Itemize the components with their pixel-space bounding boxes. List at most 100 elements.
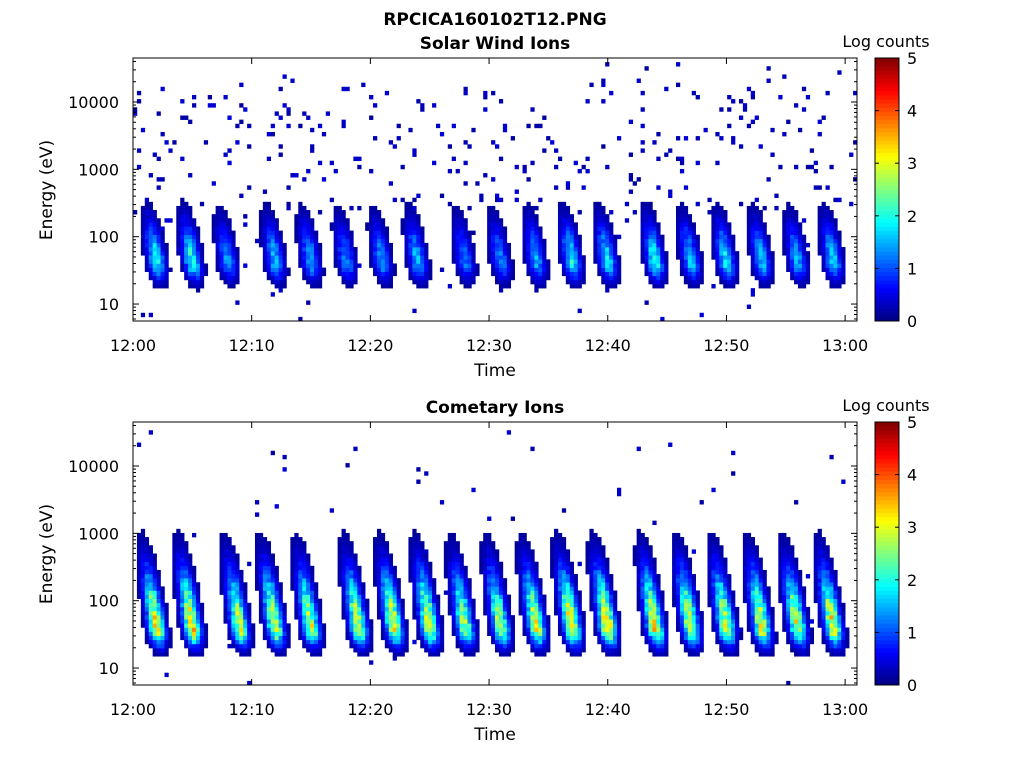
heatmap-cell <box>353 619 358 624</box>
heatmap-cell <box>148 247 153 252</box>
heatmap-cell <box>408 242 413 248</box>
heatmap-cell <box>758 226 763 231</box>
heatmap-cell <box>538 284 543 289</box>
heatmap-cell <box>219 267 224 272</box>
heatmap-cell <box>380 553 386 558</box>
heatmap-cell <box>557 553 563 558</box>
heatmap-cell <box>376 553 382 558</box>
heatmap-cell <box>176 242 181 248</box>
heatmap-cell <box>636 574 641 579</box>
heatmap-cell <box>195 267 201 272</box>
heatmap-cell <box>455 602 460 608</box>
heatmap-cell <box>156 284 161 289</box>
heatmap-cell <box>337 578 342 583</box>
heatmap-cell <box>231 594 236 599</box>
heatmap-cell <box>270 123 275 129</box>
heatmap-cell <box>392 590 397 595</box>
heatmap-cell <box>420 267 425 272</box>
heatmap-cell <box>396 615 401 620</box>
heatmap-cell <box>152 602 157 608</box>
heatmap-cell <box>652 259 657 264</box>
heatmap-cell <box>648 635 653 641</box>
heatmap-cell <box>133 107 138 112</box>
heatmap-cell <box>148 557 153 563</box>
heatmap-cell <box>546 648 551 653</box>
heatmap-cell <box>160 279 165 285</box>
heatmap-cell <box>152 557 157 563</box>
heatmap-cell <box>353 578 358 583</box>
heatmap-cell <box>408 222 413 227</box>
heatmap-cell <box>746 234 752 240</box>
heatmap-cell <box>258 210 264 215</box>
heatmap-cell <box>455 586 460 591</box>
heatmap-cell <box>479 553 484 558</box>
heatmap-cell <box>164 140 169 145</box>
heatmap-cell <box>597 619 602 624</box>
heatmap-cell <box>601 82 606 88</box>
heatmap-cell <box>195 255 201 260</box>
heatmap-cell <box>676 62 681 67</box>
heatmap-cell <box>471 251 476 256</box>
heatmap-cell <box>660 615 665 620</box>
heatmap-cell <box>601 574 606 579</box>
heatmap-cell <box>605 271 610 277</box>
heatmap-cell <box>140 549 146 554</box>
heatmap-cell <box>593 247 598 252</box>
heatmap-cell <box>577 255 582 260</box>
heatmap-cell <box>235 263 240 268</box>
heatmap-cell <box>766 177 771 182</box>
heatmap-cell <box>597 201 602 207</box>
heatmap-cell <box>451 251 456 256</box>
heatmap-cell <box>554 561 559 567</box>
heatmap-cell <box>278 234 283 240</box>
heatmap-cell <box>266 565 272 571</box>
heatmap-cell <box>447 565 453 571</box>
heatmap-cell <box>195 242 201 248</box>
heatmap-cell <box>557 561 563 567</box>
heatmap-cell <box>475 623 480 628</box>
heatmap-cell <box>215 238 220 244</box>
heatmap-cell <box>821 247 826 252</box>
heatmap-cell <box>168 627 173 632</box>
heatmap-cell <box>691 222 696 227</box>
heatmap-cell <box>270 230 275 235</box>
heatmap-cell <box>227 635 232 641</box>
heatmap-cell <box>266 643 272 649</box>
heatmap-cell <box>644 226 649 231</box>
heatmap-cell <box>534 619 539 624</box>
heatmap-cell <box>569 565 574 571</box>
heatmap-cell <box>262 263 268 268</box>
heatmap-cell <box>164 631 169 636</box>
heatmap-cell <box>483 541 488 546</box>
heatmap-cell <box>317 643 323 649</box>
heatmap-cell <box>526 259 531 264</box>
heatmap-cell <box>656 652 661 657</box>
heatmap-cell <box>554 545 559 550</box>
heatmap-cell <box>723 271 728 277</box>
heatmap-cell <box>719 234 724 240</box>
heatmap-cell <box>266 590 272 595</box>
heatmap-cell <box>148 639 153 645</box>
heatmap-cell <box>333 251 338 256</box>
heatmap-cell <box>192 263 197 268</box>
heatmap-cell <box>561 238 567 244</box>
heatmap-cell <box>794 214 799 219</box>
heatmap-cell <box>176 602 181 608</box>
heatmap-cell <box>435 606 441 612</box>
heatmap-cell <box>298 123 303 129</box>
heatmap-cell <box>723 259 728 264</box>
heatmap-cell <box>365 226 370 231</box>
heatmap-cell <box>459 565 464 571</box>
heatmap-cell <box>282 615 287 620</box>
heatmap-cell <box>561 623 567 628</box>
heatmap-cell <box>487 541 492 546</box>
heatmap-cell <box>184 611 189 616</box>
heatmap-cell <box>384 263 390 268</box>
heatmap-cell <box>546 639 551 645</box>
heatmap-cell <box>530 635 535 641</box>
heatmap-cell <box>298 218 303 223</box>
heatmap-cell <box>589 582 594 587</box>
heatmap-cell <box>636 602 641 608</box>
heatmap-cell <box>672 602 677 608</box>
heatmap-cell <box>463 578 468 583</box>
